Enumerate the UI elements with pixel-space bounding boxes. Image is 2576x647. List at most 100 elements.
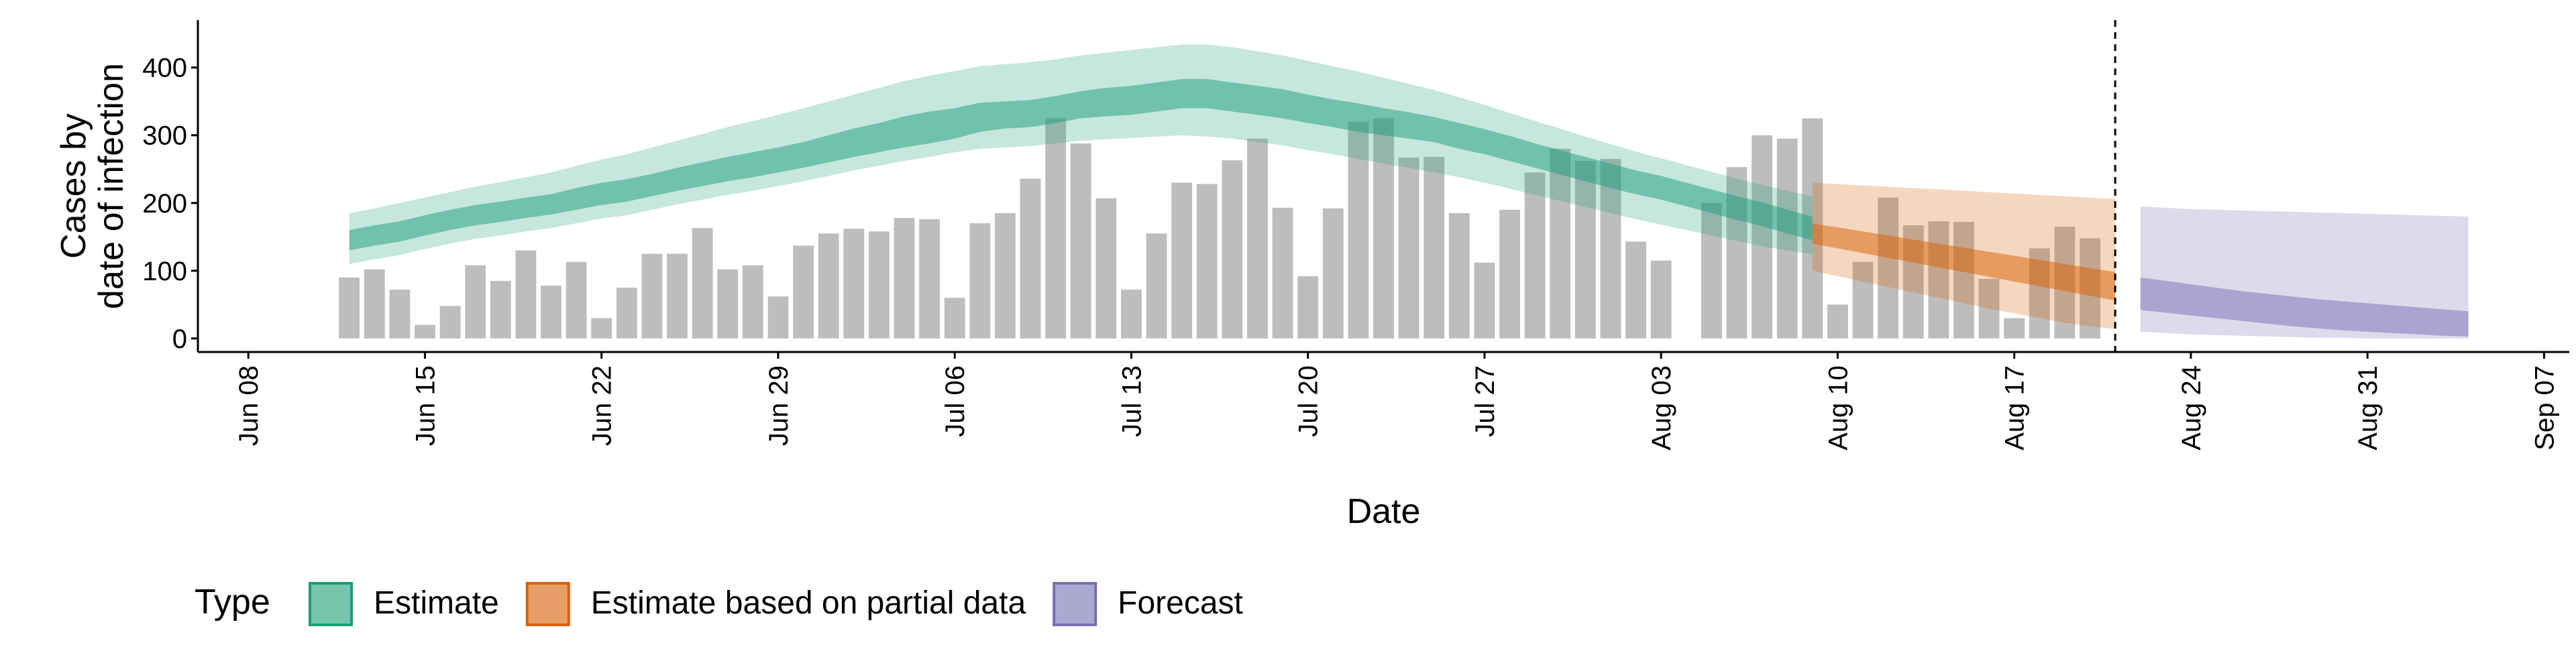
- case-bar: [1348, 121, 1369, 339]
- legend-title: Type: [195, 583, 270, 622]
- case-bar: [515, 250, 537, 339]
- x-tick-label: Jun 15: [411, 365, 440, 446]
- y-axis-title: Cases bydate of infection: [54, 63, 131, 309]
- case-bar: [994, 213, 1016, 339]
- case-bar: [1398, 158, 1419, 339]
- case-bar: [1524, 172, 1546, 339]
- case-bar: [415, 325, 435, 339]
- legend-layer: Type Estimate Estimate based on partial da…: [195, 582, 1243, 626]
- case-bar: [894, 217, 915, 339]
- y-tick-label: 100: [142, 257, 187, 286]
- y-tick-label: 200: [142, 189, 187, 219]
- case-bar: [1297, 276, 1319, 339]
- case-bar: [1550, 148, 1571, 339]
- y-tick-label: 300: [142, 121, 187, 151]
- case-bar: [490, 280, 511, 339]
- case-bar: [1474, 262, 1495, 339]
- case-bar: [1852, 261, 1874, 339]
- x-tick-label: Jul 20: [1294, 365, 1324, 437]
- y-tick-label: 400: [142, 54, 187, 83]
- case-bar: [1776, 138, 1798, 339]
- x-tick-label: Jun 22: [588, 365, 617, 446]
- case-bar: [1953, 222, 1974, 339]
- y-axis-title-line: date of infection: [92, 63, 131, 309]
- case-bar: [742, 265, 763, 339]
- case-bar: [1222, 160, 1243, 339]
- x-tick-label: Aug 24: [2177, 365, 2206, 451]
- legend-swatch: [1053, 582, 1097, 626]
- case-bar: [667, 253, 688, 339]
- case-bar: [339, 277, 360, 339]
- ribbon-layer: [349, 44, 2469, 339]
- case-bar: [1070, 143, 1091, 339]
- case-bar: [1701, 202, 1722, 339]
- case-bar: [1827, 304, 1848, 339]
- case-bar: [1928, 221, 1949, 339]
- case-bar: [1272, 207, 1293, 339]
- legend-label: Forecast: [1118, 585, 1243, 621]
- legend-label: Estimate based on partial data: [591, 585, 1026, 621]
- x-tick-label: Jun 08: [234, 365, 264, 446]
- case-bar: [944, 298, 965, 339]
- x-tick-label: Jul 27: [1470, 365, 1500, 437]
- case-bar: [1322, 208, 1344, 339]
- x-tick-label: Jun 29: [764, 365, 794, 446]
- case-bar: [364, 269, 385, 339]
- case-bar: [1448, 213, 1470, 339]
- case-bar: [1424, 157, 1445, 339]
- case-bar: [1878, 197, 1899, 339]
- x-tick-label: Aug 31: [2353, 365, 2383, 451]
- x-axis-title: Date: [1347, 492, 1421, 531]
- legend-swatch: [309, 582, 353, 626]
- ribbon-outer-0: [349, 44, 1813, 264]
- y-tick-label: 0: [172, 325, 187, 354]
- case-bar: [1752, 135, 1773, 339]
- axes-layer: 0 100 200 300 400 Jun 08 Jun 15 Jun 22 Jun 29 Jul…: [54, 20, 2569, 531]
- case-bar: [591, 318, 612, 339]
- case-bar: [1625, 241, 1646, 339]
- case-bar: [1196, 184, 1218, 339]
- case-bar: [616, 288, 637, 339]
- case-bar: [1121, 290, 1142, 339]
- bar-layer: [339, 118, 2100, 339]
- case-bar: [1095, 198, 1117, 339]
- case-bar: [566, 261, 587, 339]
- case-bar: [1574, 161, 1596, 339]
- case-bar: [1171, 182, 1193, 339]
- x-tick-label: Aug 17: [2000, 365, 2030, 451]
- case-bar: [843, 229, 865, 339]
- case-bar: [1045, 118, 1067, 339]
- ribbon-inner-1: [1812, 223, 2116, 301]
- case-bar: [439, 306, 461, 339]
- case-bar: [641, 253, 663, 339]
- ribbon-inner-2: [2140, 277, 2469, 337]
- x-tick-label: Aug 10: [1823, 365, 1853, 451]
- ribbon-inner-0: [349, 78, 1813, 251]
- x-tick-label: Jul 06: [941, 365, 970, 437]
- case-bar: [389, 290, 411, 339]
- case-bar: [717, 269, 739, 339]
- case-bar: [818, 233, 839, 339]
- case-bar: [2004, 318, 2025, 339]
- case-bar: [541, 286, 561, 339]
- x-tick-label: Jul 13: [1117, 365, 1146, 437]
- case-bar: [969, 223, 991, 339]
- case-bar: [793, 245, 814, 339]
- case-bar: [1373, 118, 1394, 339]
- case-bar: [868, 231, 890, 339]
- x-tick-label: Aug 03: [1647, 365, 1676, 451]
- case-bar: [465, 265, 486, 339]
- case-bar: [767, 296, 789, 339]
- y-axis-title-line: Cases by: [54, 113, 93, 259]
- case-bar: [1146, 233, 1167, 339]
- case-bar: [1247, 138, 1268, 339]
- case-bar: [1499, 209, 1520, 339]
- legend-swatch: [525, 582, 570, 626]
- x-tick-label: Sep 07: [2530, 365, 2559, 451]
- case-bar: [919, 219, 941, 339]
- case-bar: [692, 228, 713, 339]
- case-bar: [1978, 278, 2000, 339]
- case-bar: [1020, 178, 1041, 339]
